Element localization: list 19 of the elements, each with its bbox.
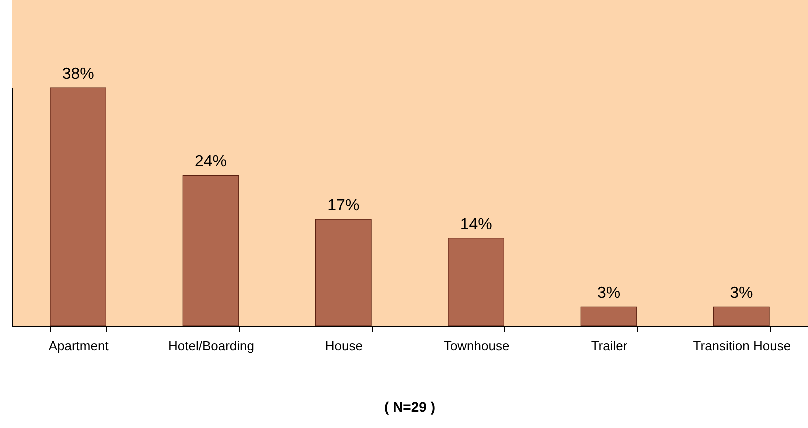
bar	[580, 306, 638, 326]
data-label: 3%	[730, 285, 754, 302]
data-label: 3%	[597, 285, 621, 302]
bar	[182, 175, 240, 326]
bar	[50, 88, 106, 326]
bar	[714, 306, 770, 326]
x-tick-label: Trailer	[591, 338, 628, 354]
data-label: 17%	[328, 198, 360, 215]
text: ( N=29 )	[384, 399, 436, 415]
data-label: 24%	[194, 154, 228, 171]
x-tick-label: Apartment	[48, 338, 110, 354]
x-tick-label: House	[325, 338, 363, 354]
x-tick-label: Hotel/Boarding	[168, 338, 254, 354]
x-tick-label: Transition House	[693, 338, 792, 354]
bar	[448, 238, 504, 326]
bar	[316, 219, 372, 326]
x-tick-label: Townhouse	[444, 338, 510, 354]
data-label: 38%	[62, 66, 94, 83]
data-label: 14%	[460, 216, 492, 234]
